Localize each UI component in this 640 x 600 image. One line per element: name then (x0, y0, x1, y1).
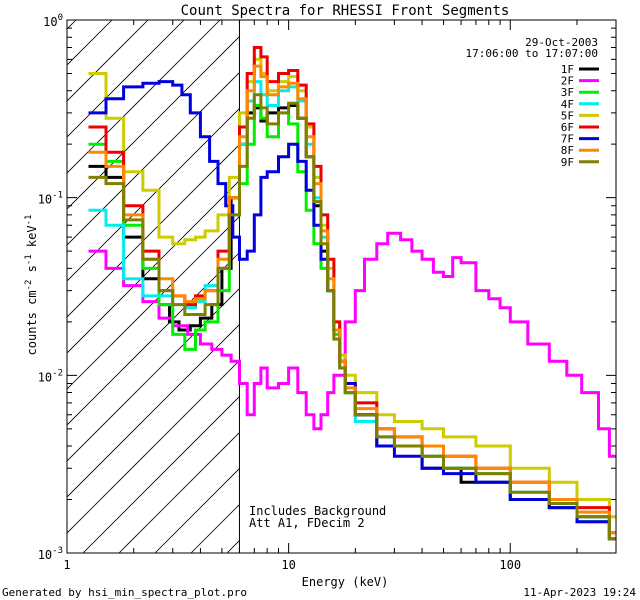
x-tick-label: 10 (281, 558, 295, 572)
legend-label-7F: 7F (561, 133, 574, 146)
series-line-4F (88, 80, 616, 541)
date-label: 29-Oct-2003 (525, 36, 598, 49)
series-line-2F (88, 231, 616, 458)
annotation-background: Includes Background (249, 504, 386, 518)
y-tick-label: 10-2 (38, 368, 63, 384)
legend-label-5F: 5F (561, 109, 574, 122)
y-tick-label: 10-3 (38, 546, 63, 562)
series-line-8F (88, 64, 616, 535)
x-tick-labels: 1 10 100 (63, 558, 521, 572)
legend-label-6F: 6F (561, 121, 574, 134)
axis-ticks (66, 20, 617, 554)
y-tick-label: 100 (43, 13, 63, 29)
hatched-region (67, 20, 240, 553)
series-line-9F (88, 93, 616, 541)
y-tick-label: 10-1 (38, 191, 63, 207)
y-tick-labels: 100 10-1 10-2 10-3 (38, 13, 63, 562)
annotation-attenuator: Att A1, FDecim 2 (249, 516, 365, 530)
series-line-7F (88, 80, 616, 541)
x-tick-label: 1 (63, 558, 70, 572)
hatch-lines (67, 20, 240, 553)
legend-label-4F: 4F (561, 98, 574, 111)
legend-label-3F: 3F (561, 86, 574, 99)
legend-label-2F: 2F (561, 75, 574, 88)
time-range-label: 17:06:00 to 17:07:00 (466, 47, 598, 60)
y-axis-label: counts cm-2 s-1 keV-1 (24, 215, 39, 356)
legend-label-1F: 1F (561, 63, 574, 76)
x-tick-label: 100 (499, 558, 521, 572)
tick-marks (66, 20, 617, 554)
legend-label-9F: 9F (561, 156, 574, 169)
legend-label-8F: 8F (561, 144, 574, 157)
x-axis-label: Energy (keV) (302, 575, 389, 589)
plot-frame (66, 19, 617, 554)
footer-generated-by: Generated by hsi_min_spectra_plot.pro (2, 586, 247, 599)
chart-title: Count Spectra for RHESSI Front Segments (181, 3, 510, 19)
series-group (88, 46, 616, 541)
footer-timestamp: 11-Apr-2023 19:24 (523, 586, 636, 599)
